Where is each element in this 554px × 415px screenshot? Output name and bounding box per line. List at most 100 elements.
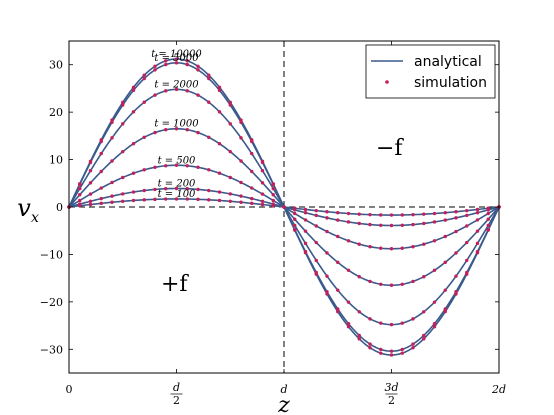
simulation-point	[185, 128, 189, 132]
simulation-point	[389, 349, 394, 353]
simulation-point	[411, 212, 415, 217]
simulation-point	[325, 229, 329, 234]
simulation-point	[389, 322, 394, 327]
simulation-point	[217, 88, 222, 93]
simulation-point	[228, 192, 232, 196]
simulation-point	[88, 159, 93, 163]
simulation-point	[379, 213, 383, 217]
y-tick-label: 30	[49, 59, 63, 72]
simulation-point	[142, 198, 146, 202]
simulation-point	[228, 122, 232, 126]
simulation-point	[357, 212, 361, 216]
legend-simulation-swatch	[385, 80, 389, 84]
simulation-point	[196, 165, 200, 170]
svg-text:2: 2	[173, 394, 180, 407]
simulation-point	[250, 151, 254, 156]
simulation-point	[88, 192, 93, 196]
simulation-point	[357, 221, 361, 226]
simulation-point	[196, 93, 200, 97]
simulation-point	[282, 205, 286, 209]
simulation-point	[217, 171, 222, 175]
simulation-point	[207, 135, 211, 139]
simulation-point	[411, 317, 415, 321]
simulation-point	[486, 223, 490, 228]
simulation-point	[314, 240, 318, 245]
simulation-point	[185, 164, 189, 168]
simulation-point	[142, 188, 146, 193]
simulation-point	[486, 208, 490, 212]
svg-text:d: d	[173, 381, 180, 394]
y-axis-label: v x	[17, 194, 39, 226]
simulation-point	[357, 310, 361, 314]
simulation-point	[88, 199, 93, 203]
simulation-point	[475, 251, 480, 255]
curve-label-6: t = 10000	[151, 49, 202, 60]
simulation-point	[465, 258, 469, 263]
simulation-point	[400, 213, 404, 217]
simulation-point	[454, 229, 458, 234]
simulation-point	[422, 337, 426, 341]
annotation-minus-f: −f	[376, 136, 404, 161]
simulation-point	[379, 223, 383, 227]
simulation-point	[400, 246, 404, 250]
simulation-point	[207, 198, 211, 202]
simulation-point	[314, 213, 318, 218]
simulation-point	[389, 283, 394, 287]
simulation-point	[368, 222, 372, 227]
simulation-point	[99, 169, 103, 174]
simulation-point	[153, 68, 157, 72]
simulation-point	[260, 192, 265, 196]
simulation-point	[196, 197, 200, 202]
simulation-point	[121, 192, 125, 196]
simulation-point	[142, 168, 146, 172]
simulation-point	[131, 110, 136, 114]
simulation-point	[260, 159, 265, 163]
simulation-point	[336, 288, 340, 292]
simulation-point	[131, 88, 136, 93]
simulation-point	[142, 100, 146, 104]
simulation-point	[293, 228, 297, 232]
simulation-point	[207, 168, 211, 172]
simulation-point	[389, 353, 394, 357]
simulation-point	[271, 186, 275, 191]
simulation-point	[217, 198, 222, 203]
x-tick-label: d2	[170, 381, 183, 407]
simulation-point	[185, 89, 189, 93]
simulation-point	[422, 275, 426, 279]
simulation-point	[185, 62, 189, 67]
simulation-point	[465, 208, 469, 213]
simulation-point	[303, 229, 308, 233]
simulation-point	[389, 247, 394, 251]
simulation-point	[422, 221, 426, 226]
simulation-point	[400, 321, 404, 325]
simulation-point	[411, 222, 415, 227]
simulation-point	[174, 197, 179, 201]
simulation-point	[443, 218, 447, 222]
curve-label-2: t = 500	[158, 155, 196, 166]
simulation-point	[303, 251, 308, 255]
simulation-point	[250, 169, 254, 174]
simulation-point	[336, 211, 340, 215]
simulation-point	[443, 234, 447, 239]
plot-frame	[68, 40, 500, 374]
simulation-point	[336, 309, 340, 314]
simulation-point	[314, 258, 318, 263]
simulation-point	[432, 220, 437, 224]
simulation-point	[217, 141, 222, 146]
simulation-point	[368, 317, 372, 321]
simulation-point	[185, 197, 189, 201]
simulation-point	[217, 110, 222, 114]
simulation-point	[346, 239, 351, 243]
simulation-point	[422, 242, 426, 246]
simulation-point	[293, 217, 297, 221]
simulation-point	[164, 164, 168, 168]
svg-text:2: 2	[388, 394, 395, 407]
simulation-point	[110, 118, 114, 122]
simulation-point	[389, 223, 394, 228]
simulation-point	[88, 202, 93, 207]
simulation-point	[217, 85, 222, 89]
y-tick-label: −20	[40, 296, 63, 309]
legend-analytical-label: analytical	[414, 54, 482, 70]
simulation-point	[164, 197, 168, 201]
